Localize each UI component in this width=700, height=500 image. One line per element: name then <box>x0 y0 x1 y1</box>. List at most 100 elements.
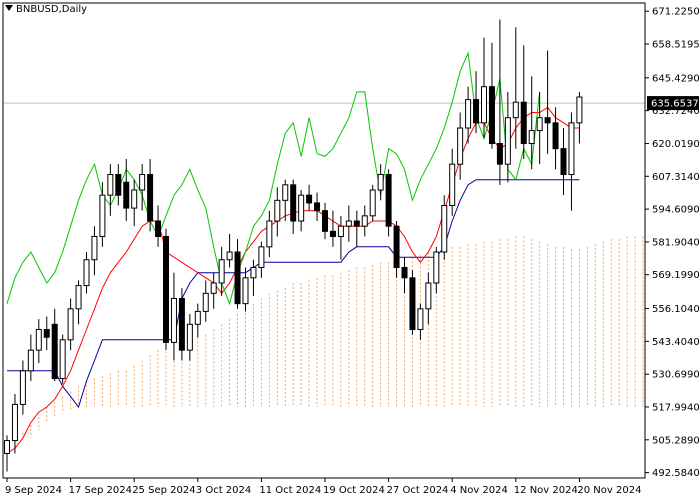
candle <box>322 202 328 240</box>
x-tick-label: 11 Oct 2024 <box>259 485 321 496</box>
candle <box>481 37 487 139</box>
y-tick-label: 658.5195 <box>652 40 700 51</box>
y-tick-label: 620.0190 <box>652 139 700 150</box>
y-axis: 671.2250 658.5195 645.4290 632.7240 620.0190… <box>645 7 700 479</box>
candle-body <box>473 99 480 124</box>
candle-body <box>147 174 154 222</box>
candle-body <box>377 174 384 191</box>
candle <box>51 308 58 382</box>
candle-body <box>107 174 114 196</box>
candle-body <box>282 184 289 201</box>
candle <box>369 184 376 221</box>
candle <box>552 107 559 170</box>
candle <box>266 210 273 258</box>
candle-body <box>123 181 130 209</box>
candle <box>568 112 575 211</box>
candle-body <box>266 220 273 248</box>
candle <box>449 148 456 216</box>
candle-body <box>178 297 185 351</box>
candle <box>163 228 169 351</box>
candle <box>377 164 384 201</box>
candle-body <box>139 174 146 191</box>
x-tick-label: 20 Nov 2024 <box>577 485 641 496</box>
y-tick-label: 530.6990 <box>652 370 700 381</box>
candle <box>99 182 106 247</box>
candle <box>107 164 114 216</box>
x-tick-label: 4 Nov 2024 <box>450 485 508 496</box>
candle-body <box>306 194 313 204</box>
y-tick-label: 569.1990 <box>652 270 700 281</box>
y-tick-label: 645.4290 <box>652 73 700 84</box>
candle <box>361 205 368 237</box>
candle-body <box>210 282 217 294</box>
candle-body <box>409 277 416 330</box>
candle-body <box>465 99 472 129</box>
candle-body <box>425 282 432 310</box>
candle <box>234 239 241 309</box>
candle <box>210 272 217 309</box>
candle <box>544 50 551 154</box>
candle-body <box>59 339 66 380</box>
candle-body <box>441 205 448 253</box>
candle <box>385 169 392 237</box>
y-tick-label: 492.5840 <box>652 468 700 479</box>
x-tick-label: 19 Oct 2024 <box>323 485 385 496</box>
candle-body <box>186 323 193 351</box>
candle-body <box>457 127 464 165</box>
candle <box>496 19 503 185</box>
candle <box>433 246 440 294</box>
candle <box>298 190 305 232</box>
candle <box>186 313 193 361</box>
candle-body <box>51 323 58 380</box>
candle-body <box>353 220 360 227</box>
candle-body <box>385 174 392 227</box>
candle-body <box>35 328 42 351</box>
candle <box>473 71 480 134</box>
candle-body <box>536 117 543 132</box>
y-tick-label: 505.2890 <box>652 435 700 446</box>
candle-body <box>528 130 535 145</box>
candle <box>170 272 177 361</box>
candle-body <box>322 210 328 232</box>
x-tick-label: 27 Oct 2024 <box>387 485 449 496</box>
candle <box>274 187 281 237</box>
y-tick-label: 543.4040 <box>652 337 700 348</box>
current-price-tag <box>647 96 699 111</box>
candle <box>329 210 336 247</box>
candle <box>242 267 249 312</box>
candle <box>345 205 352 242</box>
candle <box>4 435 10 472</box>
candle <box>560 128 567 196</box>
candle <box>457 112 464 180</box>
candle <box>401 257 408 294</box>
candle-body <box>234 251 241 305</box>
candle <box>576 91 583 144</box>
candle-body <box>274 199 281 222</box>
candle-body <box>401 266 408 279</box>
candle <box>218 246 225 296</box>
candle <box>83 251 90 294</box>
candle-body <box>19 370 26 405</box>
y-tick-label: 671.2250 <box>652 7 700 18</box>
candle <box>178 288 185 361</box>
ichimoku-cloud <box>6 236 644 446</box>
candle-body <box>202 292 209 312</box>
candle <box>67 298 74 351</box>
candle-body <box>488 86 495 145</box>
x-tick-label: 17 Sep 2024 <box>69 485 132 496</box>
candle <box>417 303 424 340</box>
candle <box>337 215 344 260</box>
y-tick-label: 632.7240 <box>652 106 700 117</box>
candle <box>35 319 42 364</box>
candle <box>425 272 432 325</box>
candle <box>520 45 527 160</box>
candle <box>306 184 313 211</box>
candle-body <box>43 328 50 338</box>
candle-body <box>99 194 106 237</box>
y-tick-label: 581.9040 <box>652 237 700 248</box>
candle-body <box>258 246 265 268</box>
candle <box>19 360 26 415</box>
candle <box>504 91 511 183</box>
candle <box>488 42 495 149</box>
